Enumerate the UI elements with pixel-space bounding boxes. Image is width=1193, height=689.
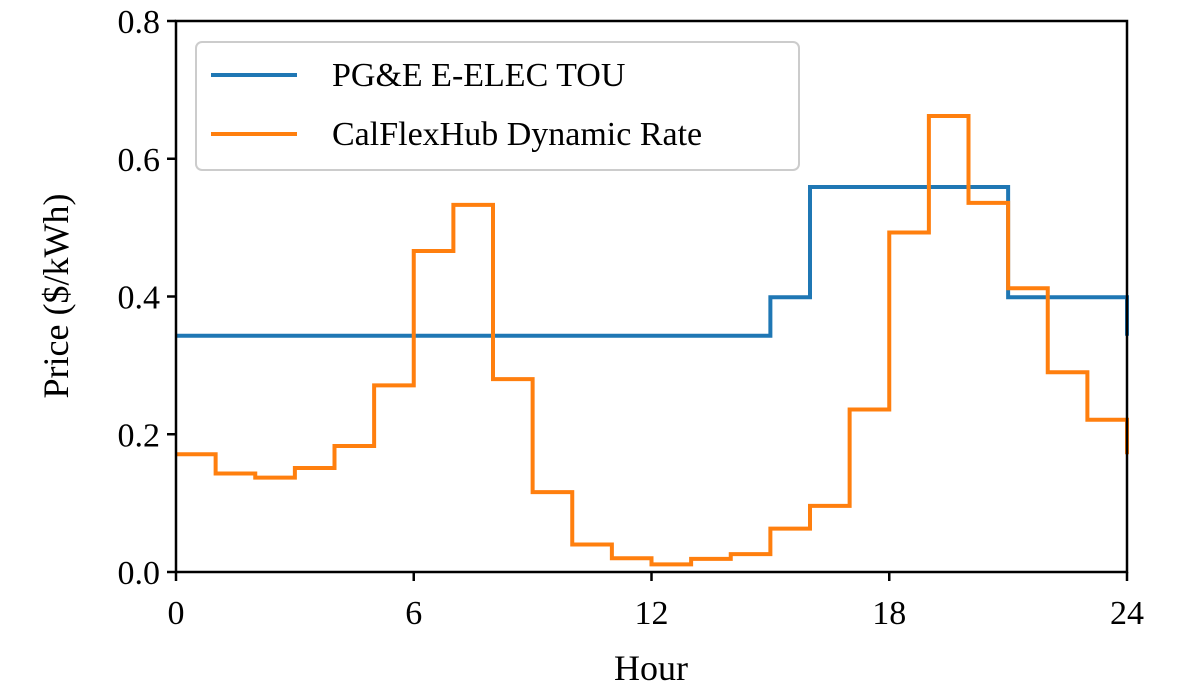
y-tick-label: 0.6 — [118, 142, 161, 179]
x-tick-label: 24 — [1110, 595, 1144, 632]
legend: PG&E E-ELEC TOU CalFlexHub Dynamic Rate — [195, 41, 800, 171]
x-tick-label: 18 — [872, 595, 906, 632]
y-tick-label: 0.2 — [118, 417, 161, 454]
y-tick-label: 0.4 — [118, 280, 161, 317]
legend-label-calflexhub: CalFlexHub Dynamic Rate — [332, 116, 702, 153]
x-tick-label: 12 — [635, 595, 669, 632]
y-axis-ticks: 0.0 0.2 0.4 0.6 0.8 — [118, 4, 176, 592]
x-tick-label: 6 — [405, 595, 422, 632]
x-tick-label: 0 — [168, 595, 185, 632]
y-tick-label: 0.8 — [118, 4, 161, 41]
x-axis-ticks: 0 6 12 18 24 — [168, 572, 1144, 632]
legend-label-pge: PG&E E-ELEC TOU — [332, 57, 625, 94]
series-layer — [176, 114, 1129, 567]
legend-box — [195, 41, 800, 171]
x-axis-title: Hour — [614, 648, 688, 688]
series-line-0 — [176, 184, 1129, 338]
y-tick-label: 0.0 — [118, 555, 161, 592]
series-line-1 — [176, 114, 1129, 567]
y-axis-title: Price ($/kWh) — [36, 194, 76, 399]
